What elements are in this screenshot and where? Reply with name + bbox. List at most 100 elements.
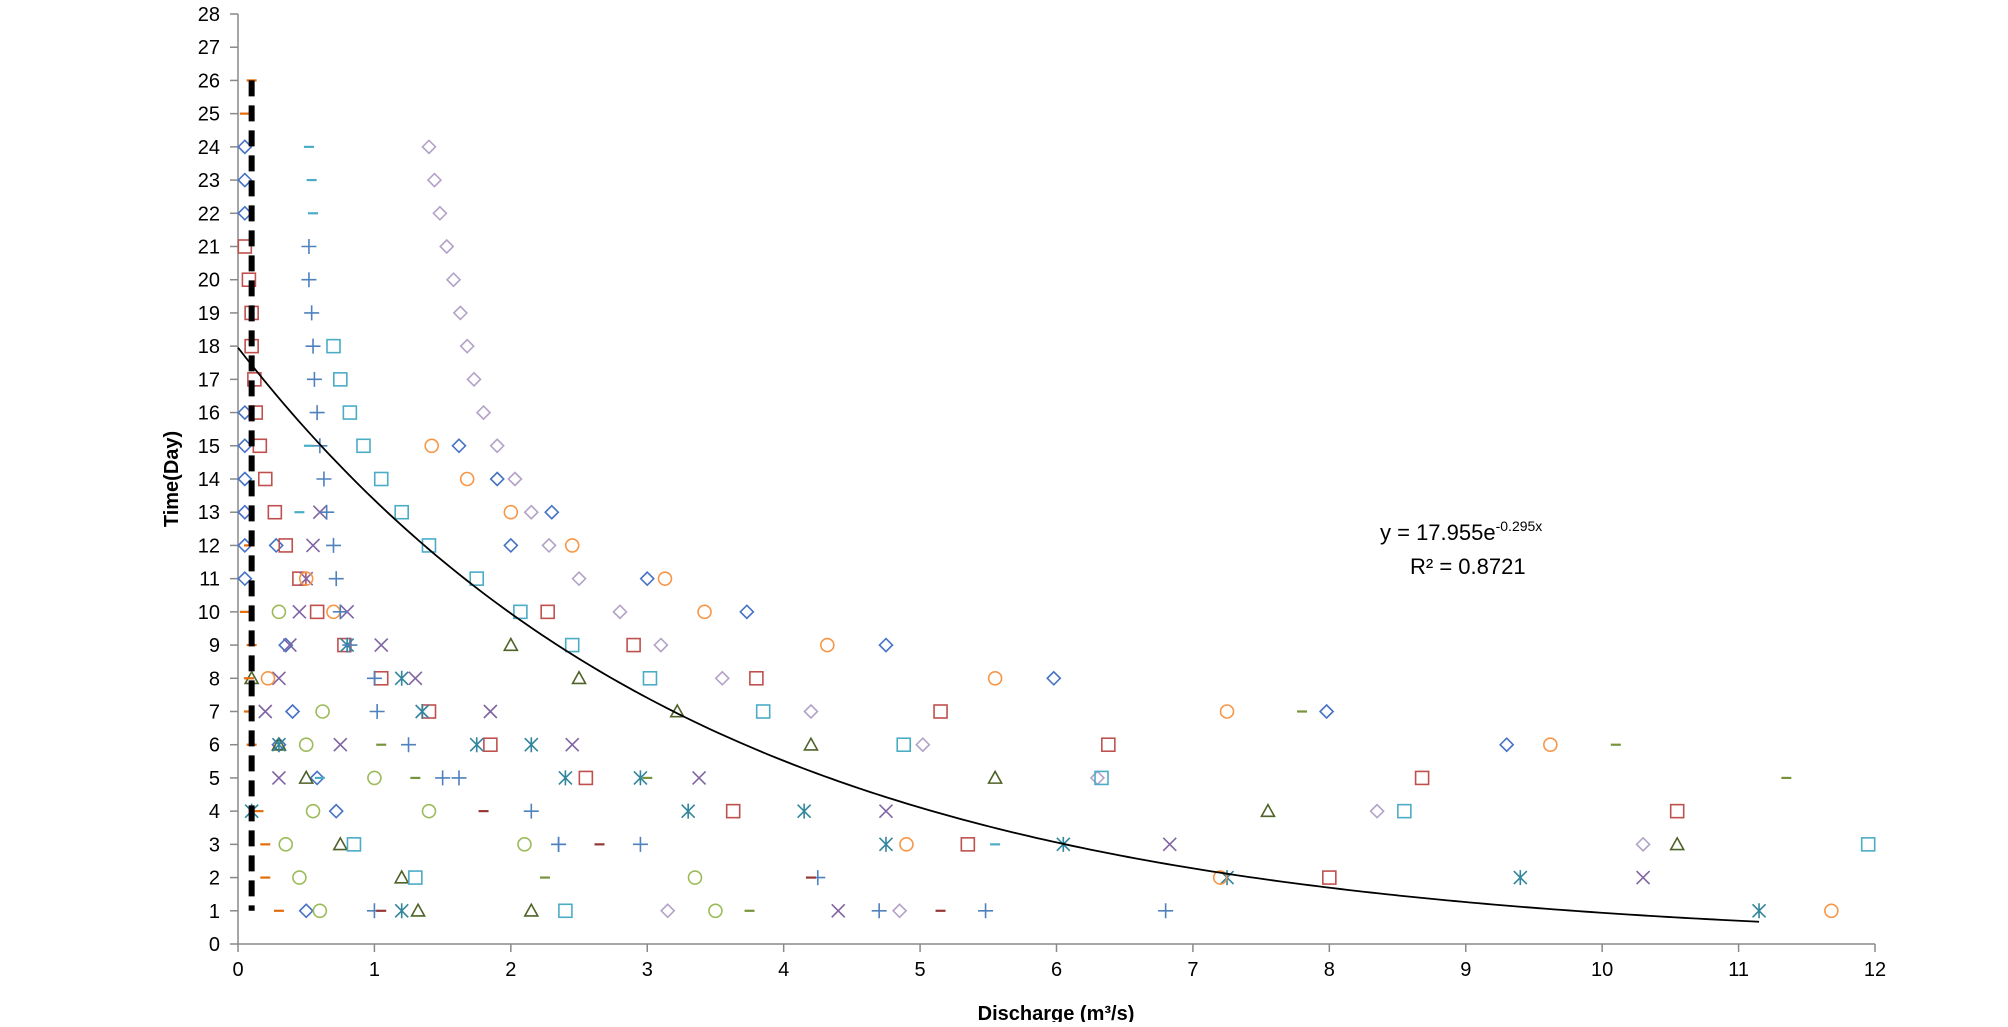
data-point-square xyxy=(1101,737,1116,753)
data-point-circle xyxy=(1824,903,1839,919)
data-point-diamond xyxy=(915,737,931,753)
data-point-circle xyxy=(424,438,440,454)
equation-exponent: -0.295x xyxy=(1496,518,1543,534)
data-point-x xyxy=(271,671,286,686)
y-tick-label: 20 xyxy=(198,270,220,292)
data-point-square xyxy=(1414,770,1430,786)
data-point-circle xyxy=(260,670,276,686)
y-tick-label: 3 xyxy=(209,834,220,856)
data-point-circle xyxy=(503,504,519,520)
data-point-diamond xyxy=(237,571,253,587)
data-point-plus xyxy=(301,272,317,288)
data-point-square xyxy=(749,670,764,686)
data-point-plus xyxy=(309,405,325,421)
data-point-square xyxy=(933,704,948,719)
data-point-square xyxy=(626,637,641,653)
series-8 xyxy=(326,338,1876,919)
data-point-square xyxy=(421,704,437,719)
x-axis-title: Discharge (m³/s) xyxy=(978,1003,1135,1022)
x-tick-label: 6 xyxy=(1051,959,1062,981)
data-point-x xyxy=(483,704,498,719)
y-tick-label: 11 xyxy=(199,569,220,591)
series-11 xyxy=(376,710,1792,912)
data-point-square xyxy=(257,471,273,487)
data-point-square xyxy=(394,504,410,520)
data-point-diamond xyxy=(739,604,755,620)
y-tick-label: 16 xyxy=(198,403,220,425)
y-tick-label: 19 xyxy=(198,303,220,325)
data-point-square xyxy=(267,504,283,520)
data-point-circle xyxy=(517,837,532,852)
data-point-square xyxy=(356,438,371,454)
y-tick-label: 22 xyxy=(198,203,220,225)
data-point-x xyxy=(408,671,423,686)
y-tick-label: 15 xyxy=(198,436,220,458)
data-point-square xyxy=(1669,803,1685,819)
data-point-circle xyxy=(305,803,321,819)
data-point-diamond xyxy=(475,404,492,421)
data-point-square xyxy=(373,471,389,487)
data-point-plus xyxy=(332,604,348,620)
series-6 xyxy=(271,604,723,919)
data-point-diamond xyxy=(452,305,468,321)
data-point-diamond xyxy=(426,172,443,188)
data-point-asterisk xyxy=(415,704,430,719)
data-point-diamond xyxy=(237,172,253,188)
data-point-diamond xyxy=(432,205,448,221)
data-point-diamond xyxy=(612,604,628,620)
y-tick-label: 23 xyxy=(198,170,220,192)
series-4 xyxy=(244,637,1767,919)
data-point-x xyxy=(692,770,707,785)
y-tick-label: 14 xyxy=(198,469,220,491)
data-point-square xyxy=(342,405,358,420)
data-point-x xyxy=(305,538,321,553)
data-point-plus xyxy=(523,803,539,819)
data-point-plus xyxy=(871,903,887,919)
data-point-x xyxy=(292,604,307,619)
x-tick-label: 3 xyxy=(642,959,653,981)
data-point-triangle xyxy=(298,769,315,784)
data-point-diamond xyxy=(1369,803,1385,819)
y-tick-label: 25 xyxy=(198,104,220,126)
data-point-diamond xyxy=(544,504,560,520)
r-squared-text: R² = 0.8721 xyxy=(1410,554,1526,579)
series-5 xyxy=(260,438,1839,919)
data-point-x xyxy=(1162,837,1177,852)
series-7 xyxy=(421,139,1651,919)
data-point-circle xyxy=(697,604,712,620)
data-point-diamond xyxy=(309,770,325,786)
data-point-circle xyxy=(1219,704,1235,719)
data-point-plus xyxy=(1158,903,1174,919)
data-point-diamond xyxy=(1635,836,1651,852)
data-point-circle xyxy=(315,704,330,719)
data-point-diamond xyxy=(421,139,437,155)
data-point-diamond xyxy=(284,703,301,720)
y-tick-label: 17 xyxy=(198,369,220,391)
y-tick-label: 4 xyxy=(209,801,220,823)
data-point-triangle xyxy=(1669,836,1686,851)
data-point-asterisk xyxy=(524,737,539,753)
y-ticks: 0123456789101112131415161718192021222324… xyxy=(198,4,238,956)
data-point-x xyxy=(878,804,894,819)
data-point-diamond xyxy=(459,338,475,354)
data-point-square xyxy=(1397,803,1412,819)
data-point-plus xyxy=(435,770,451,786)
data-point-square xyxy=(564,637,580,653)
y-tick-label: 6 xyxy=(209,735,220,757)
data-point-diamond xyxy=(1089,770,1106,786)
y-tick-label: 28 xyxy=(198,4,220,26)
data-point-asterisk xyxy=(1513,870,1528,886)
data-point-diamond xyxy=(268,537,284,554)
data-point-square xyxy=(326,338,341,354)
series-9 xyxy=(301,239,1174,919)
data-point-diamond xyxy=(489,438,505,454)
y-tick-label: 1 xyxy=(209,901,220,923)
data-point-diamond xyxy=(571,571,587,587)
data-point-x xyxy=(565,737,580,752)
data-point-square xyxy=(346,837,362,852)
data-point-square xyxy=(642,670,658,686)
trendline-equation: y = 17.955e-0.295x R² = 0.8721 xyxy=(1380,518,1542,579)
y-tick-label: 8 xyxy=(209,668,220,690)
y-tick-label: 27 xyxy=(198,37,220,59)
equation-text: y = 17.955e xyxy=(1380,520,1496,545)
